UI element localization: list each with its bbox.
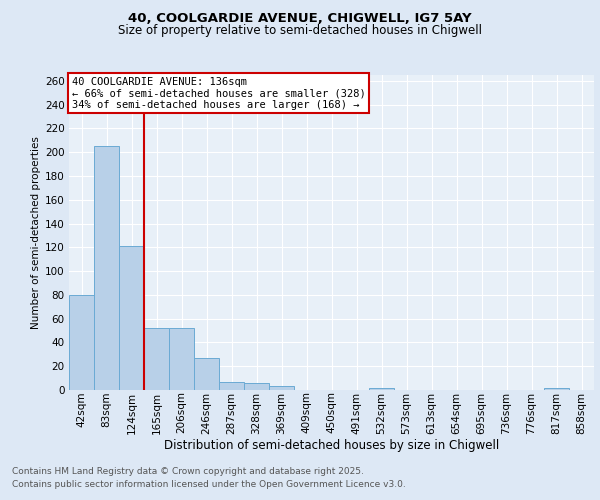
Text: 40, COOLGARDIE AVENUE, CHIGWELL, IG7 5AY: 40, COOLGARDIE AVENUE, CHIGWELL, IG7 5AY: [128, 12, 472, 26]
Text: Contains HM Land Registry data © Crown copyright and database right 2025.: Contains HM Land Registry data © Crown c…: [12, 467, 364, 476]
Bar: [219, 382, 244, 390]
Bar: [244, 383, 269, 390]
Text: Size of property relative to semi-detached houses in Chigwell: Size of property relative to semi-detach…: [118, 24, 482, 37]
X-axis label: Distribution of semi-detached houses by size in Chigwell: Distribution of semi-detached houses by …: [164, 439, 499, 452]
Text: Contains public sector information licensed under the Open Government Licence v3: Contains public sector information licen…: [12, 480, 406, 489]
Bar: [194, 358, 219, 390]
Bar: [544, 388, 569, 390]
Y-axis label: Number of semi-detached properties: Number of semi-detached properties: [31, 136, 41, 329]
Bar: [369, 388, 394, 390]
Bar: [169, 328, 194, 390]
Bar: [119, 246, 144, 390]
Bar: [144, 328, 169, 390]
Bar: [94, 146, 119, 390]
Text: 40 COOLGARDIE AVENUE: 136sqm
← 66% of semi-detached houses are smaller (328)
34%: 40 COOLGARDIE AVENUE: 136sqm ← 66% of se…: [71, 76, 365, 110]
Bar: [69, 295, 94, 390]
Bar: [269, 386, 294, 390]
